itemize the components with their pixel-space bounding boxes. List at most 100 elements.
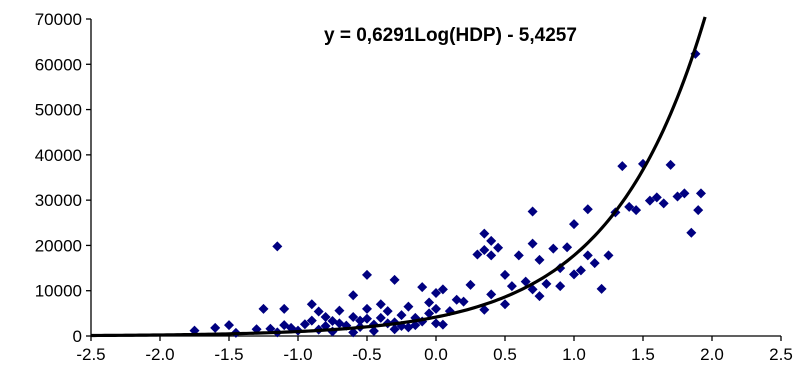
x-tick-label: 1.5 — [631, 345, 655, 364]
data-point — [431, 287, 441, 298]
data-point — [582, 204, 593, 215]
data-point — [658, 198, 669, 209]
y-tick-label: 50000 — [35, 101, 82, 120]
data-point — [375, 312, 386, 323]
data-point — [695, 188, 706, 199]
data-point — [500, 269, 510, 280]
data-point — [348, 311, 359, 322]
data-point — [479, 244, 490, 255]
data-point — [355, 315, 366, 326]
data-point — [479, 228, 490, 239]
data-point — [486, 250, 497, 261]
data-point — [520, 276, 531, 287]
data-point — [362, 303, 372, 314]
data-point — [582, 250, 593, 261]
x-tick-label: 0.0 — [424, 345, 448, 364]
data-point — [527, 238, 538, 249]
y-tick-label: 20000 — [35, 236, 82, 255]
data-point — [458, 296, 469, 307]
data-point — [279, 303, 290, 314]
data-point — [679, 188, 690, 199]
trendline — [90, 16, 707, 338]
data-point — [224, 320, 234, 331]
data-point — [665, 159, 676, 170]
data-points — [189, 48, 706, 338]
axes: 0 10000 20000 30000 40000 50000 60000 70000 -2.5… — [35, 10, 793, 364]
data-point — [631, 205, 642, 216]
data-point — [672, 191, 683, 202]
data-point — [541, 278, 552, 289]
data-point — [389, 324, 400, 335]
data-point — [527, 206, 538, 217]
data-point — [596, 283, 607, 294]
data-point — [569, 219, 579, 230]
data-point — [431, 303, 441, 314]
trendline-equation: y = 0,6291Log(HDP) - 5,4257 — [324, 25, 577, 46]
data-point — [389, 274, 400, 285]
data-point — [348, 327, 359, 338]
x-tick-label: -2.0 — [145, 345, 174, 364]
data-point — [644, 195, 655, 206]
y-tick-label: 0 — [73, 327, 82, 346]
data-point — [313, 306, 324, 317]
data-point — [272, 241, 283, 252]
x-tick-label: -2.5 — [76, 345, 105, 364]
data-point — [693, 205, 704, 216]
data-point — [506, 281, 517, 292]
data-point — [403, 301, 414, 312]
data-point — [258, 303, 269, 314]
x-tick-label: 1.0 — [562, 345, 586, 364]
y-tick-label: 10000 — [35, 282, 82, 301]
data-point — [562, 242, 573, 253]
x-tick-label: -0.5 — [352, 345, 381, 364]
data-point — [334, 305, 345, 316]
data-point — [368, 326, 379, 337]
data-point — [651, 192, 662, 203]
data-point — [500, 299, 510, 310]
data-point — [486, 289, 497, 300]
data-point — [299, 319, 310, 330]
x-tick-label: -1.5 — [214, 345, 243, 364]
data-point — [465, 279, 476, 290]
data-point — [513, 250, 524, 261]
x-tick-label: -1.0 — [283, 345, 312, 364]
data-point — [306, 315, 317, 326]
data-point — [534, 291, 545, 302]
data-point — [424, 308, 435, 319]
data-point — [417, 282, 428, 293]
data-point — [437, 319, 448, 330]
data-point — [362, 313, 372, 324]
data-point — [424, 297, 435, 308]
data-point — [382, 306, 393, 317]
data-point — [493, 242, 504, 253]
data-point — [479, 304, 490, 315]
data-point — [686, 227, 697, 238]
data-point — [548, 243, 559, 254]
data-point — [617, 161, 628, 172]
data-point — [451, 294, 462, 305]
data-point — [603, 250, 614, 261]
data-point — [569, 269, 579, 280]
data-point — [589, 258, 600, 269]
data-point — [320, 311, 331, 322]
data-point — [362, 269, 372, 280]
data-point — [210, 322, 221, 333]
x-tick-label: 2.0 — [700, 345, 724, 364]
data-point — [396, 310, 407, 321]
data-point — [431, 318, 441, 329]
data-point — [375, 299, 386, 310]
data-point — [575, 265, 586, 276]
x-tick-label: 2.5 — [769, 345, 793, 364]
data-point — [534, 254, 545, 265]
data-point — [437, 284, 448, 295]
data-point — [472, 249, 483, 260]
y-tick-label: 30000 — [35, 191, 82, 210]
y-tick-label: 40000 — [35, 146, 82, 165]
data-point — [348, 290, 359, 301]
data-point — [306, 299, 317, 310]
data-point — [624, 201, 635, 212]
data-point — [555, 281, 566, 292]
x-tick-label: 0.5 — [493, 345, 517, 364]
